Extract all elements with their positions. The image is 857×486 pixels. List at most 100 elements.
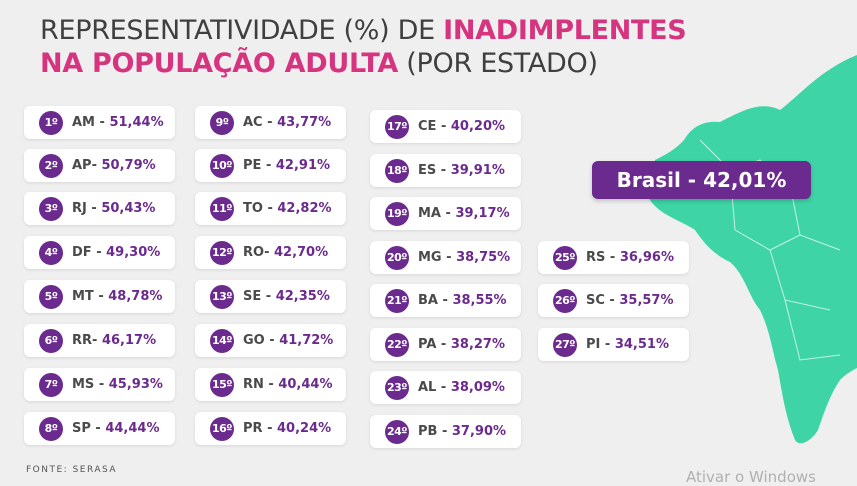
ranking-row: 13º SE - 42,35% (195, 280, 346, 313)
separator: - (92, 333, 102, 348)
ranking-row: 6º RR - 46,17% (24, 324, 175, 357)
rank-badge: 1º (39, 110, 63, 135)
ranking-row: 15º RN - 40,44% (195, 368, 346, 401)
ranking-row: 12º RO - 42,70% (195, 236, 346, 269)
page-title: REPRESENTATIVIDADE (%) DE INADIMPLENTES … (40, 14, 687, 80)
state-code: ES (418, 163, 437, 178)
state-code: SP (72, 421, 91, 436)
state-value: 40,44% (278, 377, 333, 392)
state-code: BA (418, 293, 438, 308)
state-code: PR (243, 421, 263, 436)
state-code: PE (243, 158, 262, 173)
rank-badge: 11º (210, 196, 234, 221)
state-value: 46,17% (101, 333, 157, 348)
ranking-row: 22º PA - 38,27% (370, 328, 521, 361)
rank-badge: 16º (210, 416, 234, 441)
rank-badge: 25º (553, 245, 577, 270)
title-prefix: REPRESENTATIVIDADE (%) DE (40, 15, 444, 46)
ranking-row: 16º PR - 40,24% (195, 412, 346, 445)
ranking-row: 10º PE - 42,91% (195, 149, 346, 182)
separator: - (436, 163, 451, 178)
state-code: MG (418, 250, 442, 265)
rank-badge: 2º (39, 153, 63, 178)
state-code: MA (418, 206, 441, 221)
ranking-row: 4º DF - 49,30% (24, 236, 175, 269)
rank-badge: 9º (210, 110, 234, 135)
state-value: 43,77% (277, 115, 332, 130)
state-value: 42,91% (275, 158, 331, 173)
separator: - (93, 289, 109, 304)
state-code: PI (586, 337, 601, 352)
ranking-row: 24º PB - 37,90% (370, 415, 521, 448)
rank-badge: 21º (385, 288, 409, 313)
separator: - (262, 421, 277, 436)
state-value: 45,93% (108, 377, 163, 392)
brasil-average-badge: Brasil - 42,01% (592, 161, 811, 199)
rank-badge: 24º (385, 419, 409, 444)
rank-badge: 20º (385, 245, 409, 270)
ranking-row: 27º PI - 34,51% (538, 328, 689, 361)
separator: - (600, 337, 615, 352)
rank-badge: 12º (210, 240, 234, 265)
ranking-row: 14º GO - 41,72% (195, 324, 346, 357)
ranking-row: 9º AC - 43,77% (195, 106, 346, 139)
ranking-row: 17º CE - 40,20% (370, 110, 521, 143)
state-code: AL (418, 380, 437, 395)
rank-badge: 15º (210, 372, 234, 397)
state-value: 42,35% (275, 289, 330, 304)
state-code: RN (243, 377, 264, 392)
separator: - (436, 119, 451, 134)
ranking-row: 8º SP - 44,44% (24, 412, 175, 445)
rank-badge: 5º (39, 284, 63, 309)
ranking-row: 7º MS - 45,93% (24, 368, 175, 401)
state-value: 48,78% (108, 289, 163, 304)
ranking-row: 11º TO - 42,82% (195, 192, 346, 225)
rank-badge: 18º (385, 158, 409, 183)
separator: - (94, 377, 109, 392)
state-value: 34,51% (614, 337, 669, 352)
rank-badge: 8º (39, 416, 63, 441)
rank-badge: 4º (39, 240, 63, 265)
title-line-1: REPRESENTATIVIDADE (%) DE INADIMPLENTES (40, 14, 687, 47)
ranking-row: 19º MA - 39,17% (370, 197, 521, 230)
separator: - (441, 206, 456, 221)
state-code: DF (72, 245, 92, 260)
state-code: AP (72, 158, 92, 173)
rank-badge: 19º (385, 201, 409, 226)
state-value: 35,57% (619, 293, 674, 308)
windows-activation-watermark: Ativar o Windows (686, 468, 816, 486)
state-code: MS (72, 377, 95, 392)
rank-badge: 17º (385, 114, 409, 139)
state-code: GO (243, 333, 265, 348)
separator: - (437, 293, 453, 308)
separator: - (95, 115, 110, 130)
ranking-row: 26º SC - 35,57% (538, 284, 689, 317)
ranking-row: 1º AM - 51,44% (24, 106, 175, 139)
source-note: FONTE: SERASA (26, 465, 118, 475)
title-highlight-2: NA POPULAÇÃO ADULTA (40, 48, 398, 79)
state-value: 38,09% (450, 380, 505, 395)
state-value: 38,75% (456, 250, 511, 265)
state-value: 44,44% (105, 421, 160, 436)
state-code: CE (418, 119, 437, 134)
ranking-row: 23º AL - 38,09% (370, 371, 521, 404)
separator: - (263, 377, 279, 392)
rank-badge: 26º (553, 288, 577, 313)
state-code: RJ (72, 201, 87, 216)
state-code: RS (586, 250, 606, 265)
title-suffix: (POR ESTADO) (398, 48, 598, 79)
rank-badge: 22º (385, 332, 409, 357)
separator: - (90, 421, 106, 436)
state-value: 39,91% (450, 163, 505, 178)
separator: - (605, 250, 620, 265)
separator: - (262, 201, 278, 216)
separator: - (264, 333, 280, 348)
state-value: 50,43% (101, 201, 156, 216)
rank-badge: 3º (39, 196, 63, 221)
state-code: AM (72, 115, 95, 130)
separator: - (264, 245, 274, 260)
state-value: 51,44% (109, 115, 164, 130)
state-code: SC (586, 293, 605, 308)
state-code: MT (72, 289, 94, 304)
separator: - (91, 245, 107, 260)
